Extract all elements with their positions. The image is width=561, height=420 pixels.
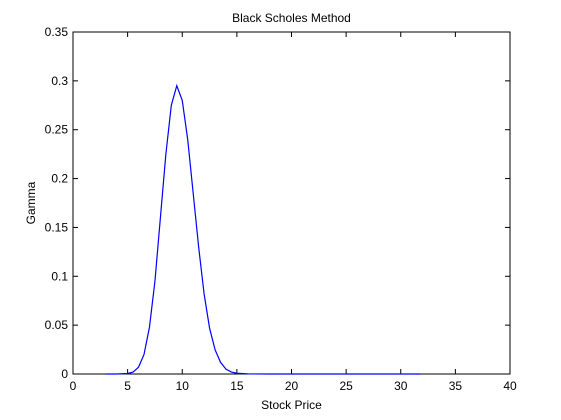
x-tick-label: 0 — [70, 379, 77, 393]
x-tick-label: 30 — [394, 379, 408, 393]
y-tick-label: 0.25 — [45, 123, 69, 137]
x-tick-label: 25 — [339, 379, 353, 393]
y-tick-label: 0.3 — [51, 74, 68, 88]
x-tick-label: 40 — [503, 379, 517, 393]
chart-title: Black Scholes Method — [232, 11, 351, 25]
x-tick-label: 10 — [176, 379, 190, 393]
y-tick-label: 0.2 — [51, 172, 68, 186]
y-axis-label: Gamma — [24, 181, 38, 224]
series-layer — [105, 83, 421, 375]
x-axis-label: Stock Price — [261, 398, 322, 412]
y-tick-label: 0 — [61, 367, 68, 381]
x-tick-label: 15 — [230, 379, 244, 393]
plot-area — [72, 31, 511, 375]
series-line-0 — [105, 83, 421, 375]
axis-ticks: 0 5 10 15 20 25 30 35 40 0 0.05 0.1 0.15 0.2 0.25 0.3 0.… — [45, 25, 517, 393]
x-tick-label: 5 — [124, 379, 131, 393]
x-tick-label: 35 — [449, 379, 463, 393]
y-tick-label: 0.1 — [51, 269, 68, 283]
y-tick-label: 0.05 — [45, 318, 69, 332]
y-tick-label: 0.15 — [45, 220, 69, 234]
y-tick-label: 0.35 — [45, 25, 69, 39]
x-tick-label: 20 — [285, 379, 299, 393]
